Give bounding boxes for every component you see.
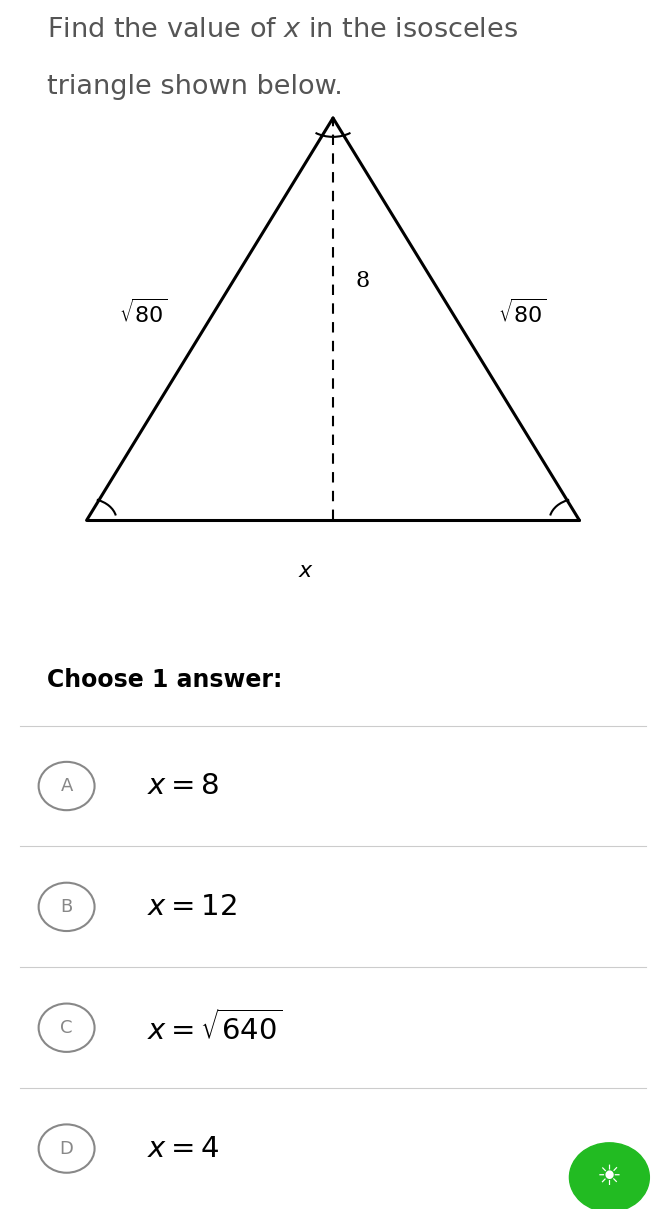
Circle shape: [569, 1143, 649, 1209]
Text: $x = 8$: $x = 8$: [147, 773, 219, 800]
Text: ☀: ☀: [597, 1163, 622, 1191]
Text: B: B: [61, 898, 73, 916]
Text: $\sqrt{80}$: $\sqrt{80}$: [498, 299, 547, 328]
Text: Choose 1 answer:: Choose 1 answer:: [47, 669, 282, 692]
Text: $x = \sqrt{640}$: $x = \sqrt{640}$: [147, 1010, 282, 1046]
Text: $x$: $x$: [298, 560, 314, 582]
Text: $\sqrt{80}$: $\sqrt{80}$: [119, 299, 168, 328]
Text: $x = 4$: $x = 4$: [147, 1134, 219, 1163]
Text: Find the value of $x$ in the isosceles: Find the value of $x$ in the isosceles: [47, 17, 517, 44]
Text: A: A: [61, 777, 73, 796]
Text: 8: 8: [356, 271, 370, 293]
Text: D: D: [60, 1140, 73, 1157]
Text: triangle shown below.: triangle shown below.: [47, 74, 342, 100]
Text: $x = 12$: $x = 12$: [147, 893, 236, 921]
Text: C: C: [61, 1019, 73, 1037]
